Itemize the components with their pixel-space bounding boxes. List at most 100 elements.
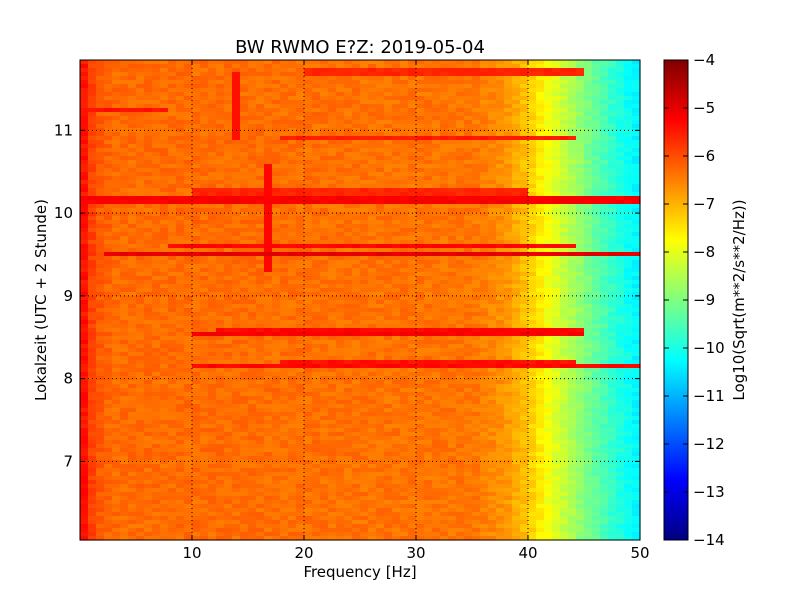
- heatmap-cell: [448, 76, 457, 81]
- heatmap-cell: [144, 88, 153, 93]
- heatmap-cell: [256, 200, 265, 205]
- heatmap-cell: [296, 124, 305, 129]
- heatmap-cell: [440, 264, 449, 269]
- heatmap-cell: [352, 328, 361, 333]
- heatmap-cell: [512, 188, 521, 193]
- heatmap-cell: [448, 312, 457, 317]
- heatmap-cell: [408, 336, 417, 341]
- heatmap-cell: [576, 96, 585, 101]
- heatmap-cell: [584, 200, 593, 205]
- heatmap-cell: [528, 264, 537, 269]
- heatmap-cell: [272, 336, 281, 341]
- heatmap-cell: [176, 188, 185, 193]
- heatmap-cell: [576, 180, 585, 185]
- heatmap-cell: [352, 124, 361, 129]
- heatmap-cell: [280, 156, 289, 161]
- heatmap-cell: [456, 320, 465, 325]
- heatmap-cell: [520, 332, 529, 337]
- heatmap-cell: [592, 72, 601, 77]
- heatmap-cell: [224, 196, 233, 201]
- heatmap-cell: [480, 304, 489, 309]
- heatmap-cell: [328, 316, 337, 321]
- heatmap-cell: [152, 116, 161, 121]
- heatmap-cell: [176, 124, 185, 129]
- heatmap-cell: [80, 96, 89, 101]
- heatmap-cell: [456, 340, 465, 345]
- heatmap-cell: [248, 108, 257, 113]
- heatmap-cell: [344, 164, 353, 169]
- heatmap-cell: [360, 64, 369, 69]
- heatmap-cell: [448, 164, 457, 169]
- heatmap-cell: [416, 112, 425, 117]
- heatmap-cell: [608, 108, 617, 113]
- heatmap-cell: [184, 176, 193, 181]
- heatmap-cell: [352, 240, 361, 245]
- heatmap-cell: [296, 104, 305, 109]
- heatmap-cell: [96, 100, 105, 105]
- heatmap-cell: [544, 228, 553, 233]
- heatmap-cell: [384, 188, 393, 193]
- heatmap-cell: [552, 76, 561, 81]
- heatmap-cell: [496, 300, 505, 305]
- heatmap-cell: [520, 212, 529, 217]
- heatmap-cell: [208, 240, 217, 245]
- heatmap-cell: [456, 304, 465, 309]
- heatmap-cell: [568, 320, 577, 325]
- heatmap-cell: [128, 152, 137, 157]
- heatmap-cell: [184, 152, 193, 157]
- heatmap-cell: [312, 120, 321, 125]
- heatmap-cell: [232, 164, 241, 169]
- heatmap-cell: [136, 320, 145, 325]
- heatmap-cell: [376, 236, 385, 241]
- heatmap-cell: [144, 108, 153, 113]
- heatmap-cell: [128, 332, 137, 337]
- heatmap-cell: [232, 200, 241, 205]
- heatmap-cell: [616, 252, 625, 257]
- heatmap-cell: [408, 152, 417, 157]
- heatmap-cell: [456, 184, 465, 189]
- heatmap-cell: [608, 320, 617, 325]
- heatmap-cell: [176, 328, 185, 333]
- heatmap-cell: [248, 96, 257, 101]
- heatmap-cell: [144, 296, 153, 301]
- heatmap-cell: [624, 140, 633, 145]
- heatmap-cell: [368, 244, 377, 249]
- heatmap-cell: [552, 332, 561, 337]
- heatmap-cell: [352, 284, 361, 289]
- heatmap-cell: [80, 88, 89, 93]
- heatmap-cell: [176, 204, 185, 209]
- heatmap-cell: [584, 228, 593, 233]
- heatmap-cell: [192, 112, 201, 117]
- heatmap-cell: [600, 288, 609, 293]
- heatmap-cell: [232, 96, 241, 101]
- heatmap-cell: [80, 256, 89, 261]
- heatmap-cell: [400, 228, 409, 233]
- heatmap-cell: [368, 96, 377, 101]
- heatmap-cell: [632, 132, 641, 137]
- heatmap-cell: [416, 88, 425, 93]
- heatmap-cell: [152, 80, 161, 85]
- heatmap-cell: [88, 276, 97, 281]
- heatmap-cell: [456, 140, 465, 145]
- heatmap-cell: [416, 312, 425, 317]
- heatmap-cell: [96, 212, 105, 217]
- heatmap-cell: [80, 268, 89, 273]
- heatmap-cell: [184, 116, 193, 121]
- heatmap-cell: [144, 272, 153, 277]
- heatmap-cell: [552, 320, 561, 325]
- heatmap-cell: [576, 276, 585, 281]
- heatmap-cell: [344, 216, 353, 221]
- heatmap-cell: [544, 160, 553, 165]
- heatmap-cell: [232, 168, 241, 173]
- heatmap-cell: [312, 296, 321, 301]
- heatmap-cell: [240, 228, 249, 233]
- heatmap-cell: [256, 224, 265, 229]
- heatmap-cell: [288, 232, 297, 237]
- heatmap-cell: [136, 264, 145, 269]
- heatmap-cell: [224, 216, 233, 221]
- heatmap-cell: [552, 308, 561, 313]
- heatmap-cell: [168, 148, 177, 153]
- heatmap-cell: [360, 300, 369, 305]
- heatmap-cell: [600, 336, 609, 341]
- heatmap-cell: [144, 68, 153, 73]
